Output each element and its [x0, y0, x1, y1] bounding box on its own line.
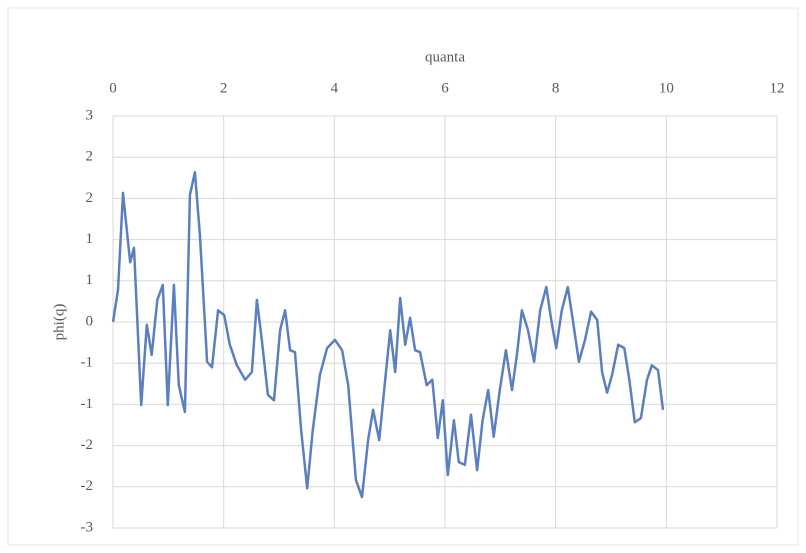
- data-line: [111, 171, 665, 499]
- y-tick-label: -2: [81, 478, 94, 494]
- y-tick-label: 3: [86, 107, 94, 123]
- y-tick-label: -1: [81, 355, 94, 371]
- y-tick-label: 2: [86, 190, 94, 206]
- y-tick-label: 0: [86, 313, 94, 329]
- chart-area: [7, 7, 799, 546]
- x-tick-label: 0: [109, 80, 117, 96]
- y-tick-label: 1: [86, 272, 94, 288]
- x-axis-title: quanta: [425, 49, 465, 65]
- x-tick-label: 10: [659, 80, 674, 96]
- y-axis-title: phi(q): [51, 304, 67, 341]
- x-tick-label: 2: [220, 80, 228, 96]
- y-tick-label: 2: [86, 149, 94, 165]
- y-tick-label: -2: [81, 437, 94, 453]
- x-tick-label: 4: [331, 80, 339, 96]
- y-tick-label: 1: [86, 231, 94, 247]
- x-tick-label: 12: [770, 80, 785, 96]
- y-tick-label: -1: [81, 396, 94, 412]
- y-tick-label: -3: [81, 519, 94, 535]
- x-tick-label: 6: [441, 80, 449, 96]
- x-tick-label: 8: [552, 80, 560, 96]
